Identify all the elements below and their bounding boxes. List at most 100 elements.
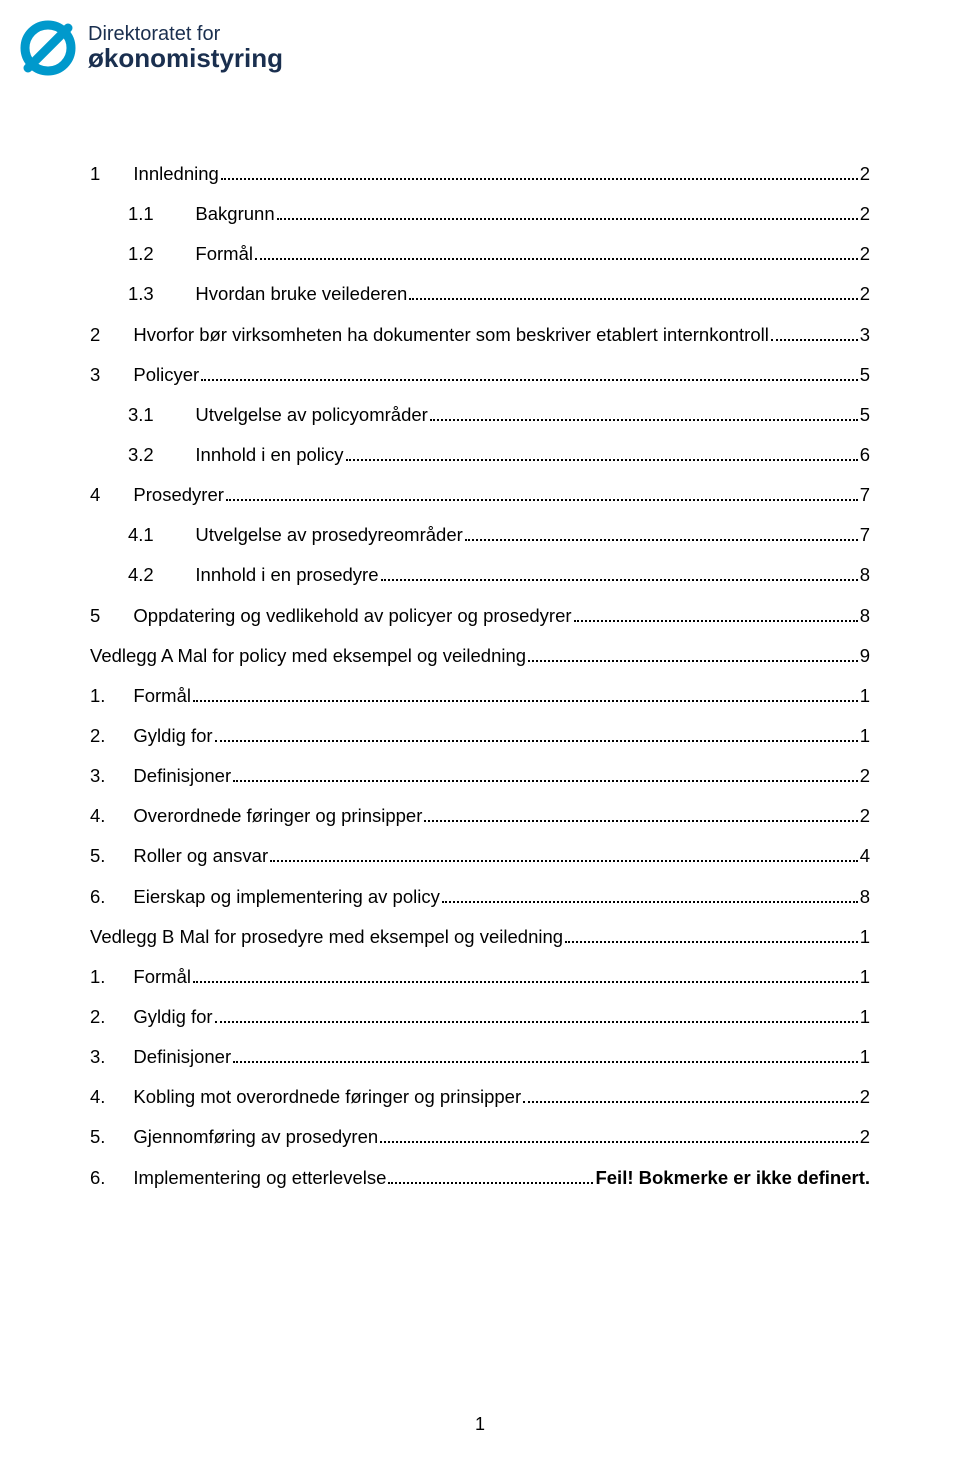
toc-entry-title: Definisjoner: [133, 758, 231, 793]
toc-entry-page: 8: [860, 879, 870, 914]
toc-entry[interactable]: 5. Roller og ansvar 4: [90, 838, 870, 873]
toc-entry-number: 6.: [90, 879, 118, 914]
toc-leader-dots: [255, 245, 858, 261]
toc-leader-dots: [574, 606, 858, 622]
toc-entry-page: 2: [860, 1079, 870, 1114]
toc-entry[interactable]: 1.3 Hvordan bruke veilederen 2: [90, 276, 870, 311]
toc-entry-number: 1.1: [128, 196, 180, 231]
logo-line1: Direktoratet for: [88, 24, 283, 45]
toc-leader-dots: [528, 646, 858, 662]
toc-entry-title: Implementering og etterlevelse: [133, 1160, 386, 1195]
toc-entry[interactable]: 4 Prosedyrer 7: [90, 477, 870, 512]
toc-entry-number: 3: [90, 357, 118, 392]
toc-leader-dots: [201, 365, 857, 381]
toc-entry-page: 1: [860, 919, 870, 954]
toc-entry[interactable]: 1 Innledning 2: [90, 156, 870, 191]
toc-entry-title: Vedlegg B Mal for prosedyre med eksempel…: [90, 919, 563, 954]
toc-entry-title: Hvordan bruke veilederen: [195, 276, 407, 311]
toc-leader-dots: [277, 204, 858, 220]
logo-text: Direktoratet for økonomistyring: [88, 24, 283, 72]
toc-entry-page: 8: [860, 598, 870, 633]
toc-entry-number: 4.1: [128, 517, 180, 552]
toc-entry-title: Utvelgelse av prosedyreområder: [195, 517, 462, 552]
toc-entry[interactable]: 3. Definisjoner 1: [90, 1039, 870, 1074]
toc-entry-number: 1.2: [128, 236, 180, 271]
toc-entry-page: 5: [860, 357, 870, 392]
toc-entry-page: 1: [860, 678, 870, 713]
toc-leader-dots: [523, 1088, 858, 1104]
toc-entry[interactable]: 3.2 Innhold i en policy 6: [90, 437, 870, 472]
toc-entry-page: 7: [860, 517, 870, 552]
toc-entry-page: 9: [860, 638, 870, 673]
toc-entry-title: Gjennomføring av prosedyren: [133, 1119, 378, 1154]
toc-entry-title: Formål: [133, 959, 191, 994]
toc-leader-dots: [233, 1047, 858, 1063]
toc-entry[interactable]: 6. Eierskap og implementering av policy …: [90, 879, 870, 914]
toc-entry[interactable]: Vedlegg A Mal for policy med eksempel og…: [90, 638, 870, 673]
toc-leader-dots: [193, 686, 858, 702]
toc-entry-page: Feil! Bokmerke er ikke definert.: [595, 1160, 870, 1195]
toc-entry-title: Hvorfor bør virksomheten ha dokumenter s…: [133, 317, 768, 352]
toc-entry-page: 2: [860, 196, 870, 231]
toc-leader-dots: [442, 887, 858, 903]
toc-entry[interactable]: 1.2 Formål 2: [90, 236, 870, 271]
toc-entry-number: 3.1: [128, 397, 180, 432]
org-logo: Direktoratet for økonomistyring: [20, 20, 870, 76]
toc-leader-dots: [424, 807, 857, 823]
toc-leader-dots: [233, 766, 858, 782]
toc-leader-dots: [346, 445, 858, 461]
toc-entry-page: 4: [860, 838, 870, 873]
toc-entry-number: 1: [90, 156, 118, 191]
toc-entry-page: 3: [860, 317, 870, 352]
toc-leader-dots: [771, 325, 858, 341]
toc-entry-title: Utvelgelse av policyområder: [195, 397, 427, 432]
toc-entry[interactable]: 2. Gyldig for 1: [90, 999, 870, 1034]
toc-entry-page: 1: [860, 999, 870, 1034]
toc-entry-title: Formål: [133, 678, 191, 713]
toc-entry[interactable]: Vedlegg B Mal for prosedyre med eksempel…: [90, 919, 870, 954]
toc-entry-page: 1: [860, 1039, 870, 1074]
toc-entry-page: 1: [860, 718, 870, 753]
toc-leader-dots: [193, 967, 858, 983]
toc-leader-dots: [215, 1007, 858, 1023]
toc-entry[interactable]: 5. Gjennomføring av prosedyren 2: [90, 1119, 870, 1154]
toc-entry-title: Policyer: [133, 357, 199, 392]
toc-entry-page: 2: [860, 758, 870, 793]
toc-entry-page: 1: [860, 959, 870, 994]
toc-entry[interactable]: 2. Gyldig for 1: [90, 718, 870, 753]
toc-entry-title: Kobling mot overordnede føringer og prin…: [133, 1079, 521, 1114]
toc-entry-number: 1.: [90, 678, 118, 713]
toc-entry[interactable]: 4. Overordnede føringer og prinsipper 2: [90, 798, 870, 833]
toc-entry-number: 4: [90, 477, 118, 512]
toc-leader-dots: [215, 726, 858, 742]
toc-entry[interactable]: 3 Policyer 5: [90, 357, 870, 392]
toc-entry-page: 6: [860, 437, 870, 472]
toc-entry[interactable]: 6. Implementering og etterlevelse Feil! …: [90, 1160, 870, 1195]
toc-entry-title: Roller og ansvar: [133, 838, 268, 873]
toc-entry[interactable]: 1.1 Bakgrunn 2: [90, 196, 870, 231]
table-of-contents: 1 Innledning 21.1 Bakgrunn 21.2 Formål 2…: [90, 156, 870, 1195]
toc-leader-dots: [565, 927, 858, 943]
toc-entry-title: Vedlegg A Mal for policy med eksempel og…: [90, 638, 526, 673]
toc-entry-title: Definisjoner: [133, 1039, 231, 1074]
logo-line2: økonomistyring: [88, 45, 283, 72]
toc-entry[interactable]: 3. Definisjoner 2: [90, 758, 870, 793]
toc-entry-number: 3.2: [128, 437, 180, 472]
toc-entry[interactable]: 5 Oppdatering og vedlikehold av policyer…: [90, 598, 870, 633]
toc-entry-number: 6.: [90, 1160, 118, 1195]
toc-entry-number: 5.: [90, 838, 118, 873]
toc-entry-title: Oppdatering og vedlikehold av policyer o…: [133, 598, 571, 633]
toc-entry[interactable]: 1. Formål 1: [90, 959, 870, 994]
toc-leader-dots: [430, 405, 858, 421]
toc-entry-number: 2: [90, 317, 118, 352]
toc-entry[interactable]: 2 Hvorfor bør virksomheten ha dokumenter…: [90, 317, 870, 352]
toc-entry[interactable]: 3.1 Utvelgelse av policyområder 5: [90, 397, 870, 432]
toc-leader-dots: [221, 164, 858, 180]
toc-entry[interactable]: 1. Formål 1: [90, 678, 870, 713]
toc-entry-number: 1.: [90, 959, 118, 994]
toc-entry[interactable]: 4.1 Utvelgelse av prosedyreområder 7: [90, 517, 870, 552]
toc-entry[interactable]: 4. Kobling mot overordnede føringer og p…: [90, 1079, 870, 1114]
toc-entry[interactable]: 4.2 Innhold i en prosedyre 8: [90, 557, 870, 592]
toc-leader-dots: [465, 526, 858, 542]
toc-entry-page: 2: [860, 156, 870, 191]
